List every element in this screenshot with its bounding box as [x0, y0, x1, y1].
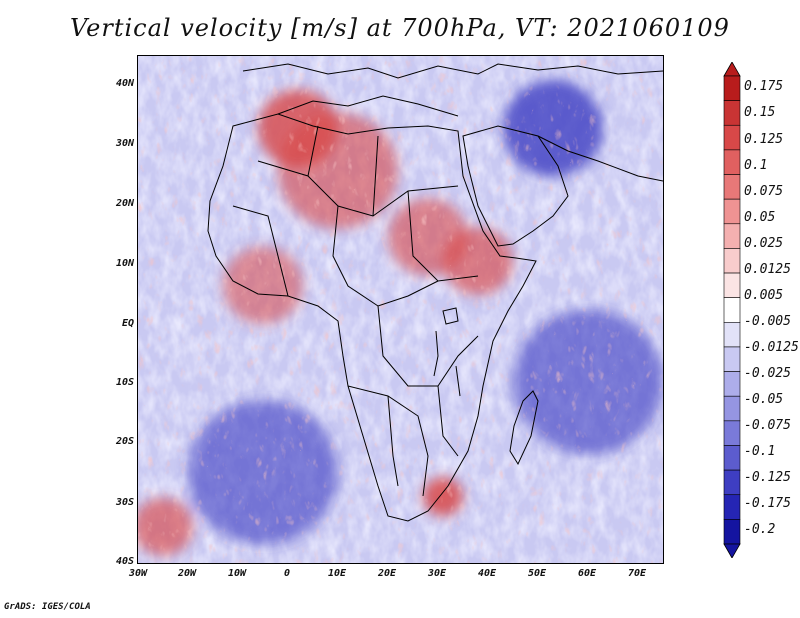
lake-malawi [455, 365, 461, 397]
border-1 [257, 160, 459, 217]
lon-label-30w: 30W [128, 568, 148, 579]
colorbar-box [723, 124, 741, 151]
colorbar-label: -0.175 [744, 496, 791, 511]
lat-label-10s: 10S [115, 377, 134, 388]
colorbar-box [723, 248, 741, 274]
colorbar-top-arrow [723, 62, 741, 77]
plot-title: Vertical velocity [m/s] at 700hPa, VT: 2… [70, 14, 730, 42]
coastlines [207, 63, 663, 522]
madagascar-coastline [509, 390, 539, 466]
lake-tanganyika [433, 330, 439, 377]
lon-label-60e: 60E [577, 568, 597, 579]
colorbar-box [723, 272, 741, 298]
colorbar-box [723, 223, 741, 249]
lon-label-30e: 30E [427, 568, 447, 579]
colorbar-box [723, 469, 741, 496]
lon-label-70e: 70E [627, 568, 647, 579]
lon-label-10w: 10W [227, 568, 247, 579]
colorbar-box [723, 75, 741, 101]
colorbar-label: 0.025 [744, 236, 784, 251]
colorbar-box [723, 395, 741, 422]
colorbar-box [723, 445, 741, 471]
border-3 [372, 135, 379, 217]
arabia-coastline [462, 125, 569, 247]
colorbar-box [723, 100, 741, 126]
colorbar-label: 0.15 [744, 105, 776, 120]
lat-label-eq: EQ [121, 318, 134, 329]
africa-coastline [207, 113, 537, 522]
lon-label-40e: 40E [477, 568, 497, 579]
colorbar-box [723, 322, 741, 348]
lon-label-20w: 20W [177, 568, 197, 579]
iran-coast [537, 135, 663, 182]
colorbar-label: 0.0125 [744, 262, 791, 277]
credit-text: GrADS: IGES/COLA [4, 602, 91, 612]
colorbar-box [723, 519, 741, 545]
border-10 [232, 205, 289, 297]
colorbar-label: -0.125 [744, 470, 791, 485]
colorbar-label: 0.05 [744, 210, 776, 225]
colorbar-boxes [723, 62, 741, 558]
colorbar-label: 0.125 [744, 132, 784, 147]
lat-label-40s: 40S [115, 556, 134, 567]
colorbar-label: -0.025 [744, 366, 791, 381]
colorbar-label: -0.1 [744, 444, 776, 459]
colorbar-label: -0.0125 [744, 340, 799, 355]
lake-victoria [442, 307, 459, 325]
lon-label-10e: 10E [327, 568, 347, 579]
lat-label-10n: 10N [115, 258, 134, 269]
colorbar-label: -0.05 [744, 392, 784, 407]
lon-label-0: 0 [283, 568, 291, 579]
colorbar-label: 0.1 [744, 158, 768, 173]
border-4 [332, 205, 439, 307]
colorbar-label: 0.075 [744, 184, 784, 199]
colorbar-box [723, 420, 741, 446]
colorbar-label: -0.2 [744, 522, 776, 537]
europe-coast [242, 63, 663, 79]
lat-label-30n: 30N [115, 138, 134, 149]
border-7 [347, 385, 429, 497]
lat-label-20s: 20S [115, 436, 134, 447]
colorbar-bottom-arrow [723, 543, 741, 558]
colorbar [723, 62, 741, 558]
map-area [137, 55, 664, 564]
colorbar-label: 0.005 [744, 288, 784, 303]
colorbar-box [723, 198, 741, 225]
colorbar-box [723, 174, 741, 200]
border-5 [407, 190, 479, 282]
colorbar-box [723, 371, 741, 397]
colorbar-label: -0.075 [744, 418, 791, 433]
colorbar-box [723, 297, 741, 323]
lon-label-50e: 50E [527, 568, 547, 579]
colorbar-box [723, 494, 741, 520]
lon-label-20e: 20E [377, 568, 397, 579]
border-9 [437, 385, 459, 457]
colorbar-label: -0.005 [744, 314, 791, 329]
border-2 [307, 125, 319, 177]
lat-label-40n: 40N [115, 78, 134, 89]
lat-label-20n: 20N [115, 198, 134, 209]
colorbar-box [723, 149, 741, 175]
mediterranean-south [277, 95, 459, 117]
colorbar-box [723, 346, 741, 372]
field-texture-red [138, 56, 663, 563]
lat-label-30s: 30S [115, 497, 134, 508]
colorbar-label: 0.175 [744, 79, 784, 94]
border-6 [377, 305, 479, 387]
vertical-velocity-map [138, 56, 663, 563]
border-8 [387, 395, 399, 487]
